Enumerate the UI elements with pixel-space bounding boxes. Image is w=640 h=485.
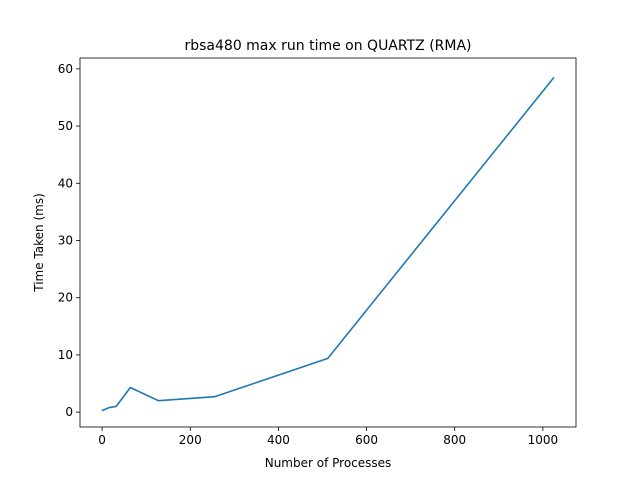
x-tick-label: 0 (98, 433, 106, 447)
axes-frame (79, 57, 577, 428)
x-tick-label: 600 (355, 433, 378, 447)
x-tick-label: 400 (267, 433, 290, 447)
y-axis: 0 10 20 30 40 50 60 (58, 62, 80, 419)
chart-title: rbsa480 max run time on QUARTZ (RMA) (184, 38, 471, 54)
x-tick-label: 800 (443, 433, 466, 447)
y-axis-label: Time Taken (ms) (32, 193, 46, 293)
plot-area (101, 76, 555, 412)
x-tick-label: 1000 (528, 433, 559, 447)
x-tick-label: 200 (179, 433, 202, 447)
y-tick-label: 50 (58, 119, 73, 133)
series-line (101, 76, 555, 412)
y-tick-label: 0 (65, 405, 73, 419)
y-tick-label: 40 (58, 176, 73, 190)
x-axis-label: Number of Processes (265, 456, 392, 470)
y-tick-label: 20 (58, 291, 73, 305)
y-tick-label: 60 (58, 62, 73, 76)
y-tick-label: 10 (58, 348, 73, 362)
y-tick-label: 30 (58, 233, 73, 247)
x-axis: 0 200 400 600 800 1000 (98, 427, 558, 447)
